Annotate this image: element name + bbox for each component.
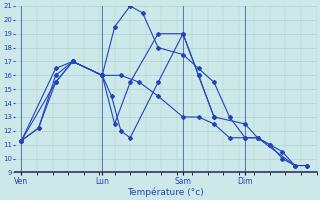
X-axis label: Température (°c): Température (°c) [127, 187, 204, 197]
